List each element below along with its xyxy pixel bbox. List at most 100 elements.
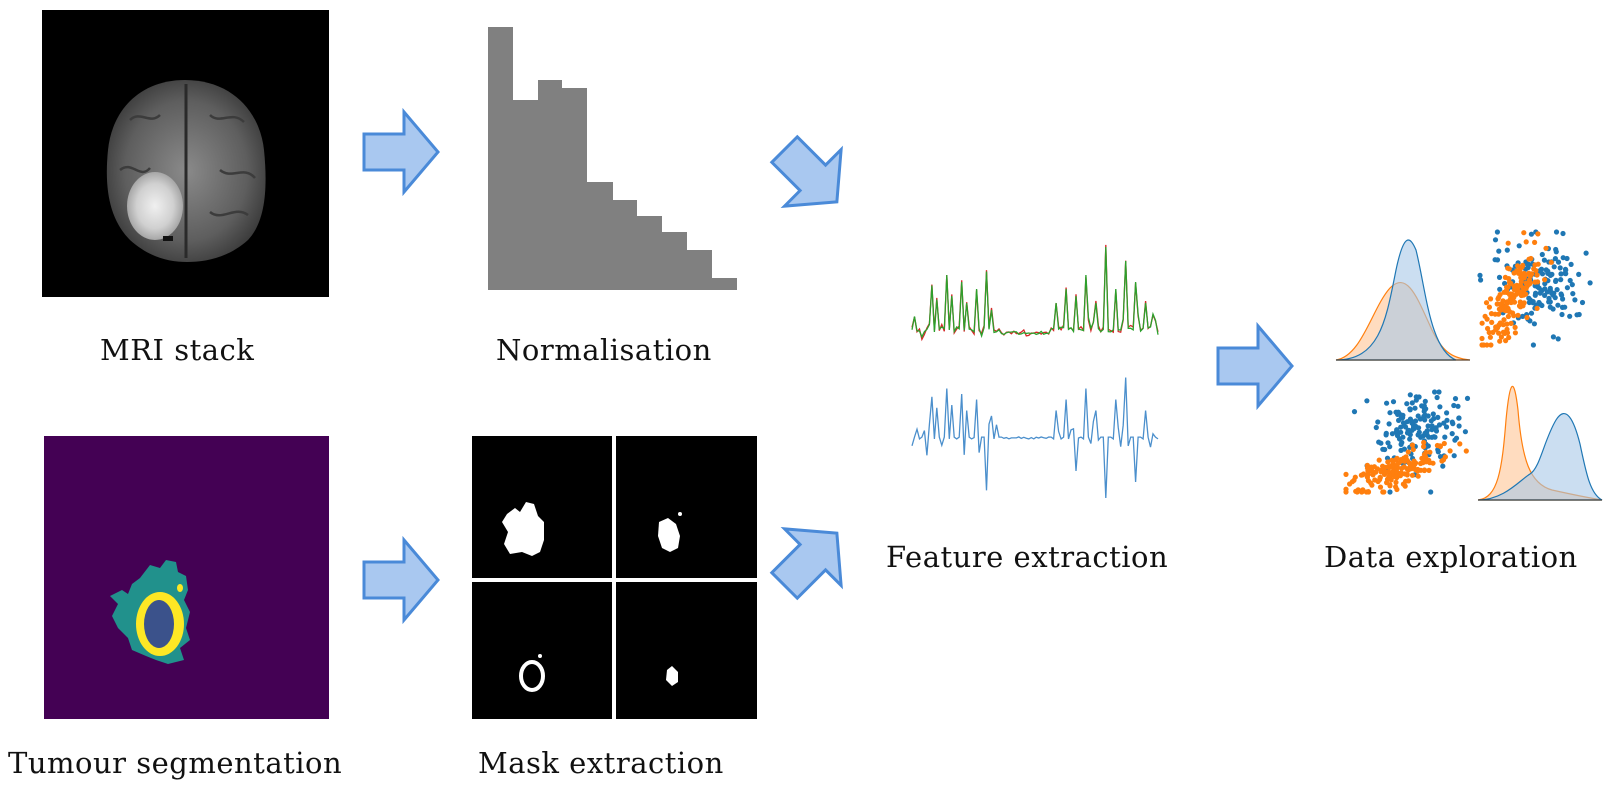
scatter-point-blue [1398,447,1404,453]
scatter-point-blue [1398,424,1404,430]
scatter-point-orange [1512,324,1518,330]
scatter-point-orange [1490,329,1496,335]
mask-whole-tumour [502,502,544,556]
scatter-point-orange [1486,329,1492,336]
scatter-point-blue [1429,423,1435,429]
scatter-point-orange [1409,442,1416,448]
scatter-point-blue [1436,389,1442,395]
scatter-point-blue [1394,433,1401,439]
scatter-point-orange [1386,465,1392,471]
scatter-point-orange [1408,466,1415,472]
scatter-point-orange [1393,484,1399,490]
scatter-point-orange [1437,443,1443,450]
scatter-point-orange [1420,460,1426,466]
scatter-point-blue [1557,265,1563,271]
scatter-point-orange [1405,449,1411,455]
scatter-point-blue [1432,389,1438,395]
scatter-point-orange [1498,334,1504,340]
scatter-point-blue [1494,257,1501,263]
scatter-point-blue [1433,428,1440,434]
scatter-point-orange [1404,471,1410,477]
scatter-point-orange [1505,313,1511,320]
scatter-point-blue [1407,436,1413,442]
scatter-point-orange [1496,306,1502,312]
normalisation-histogram [488,27,737,290]
scatter-point-blue [1398,415,1404,421]
scatter-point-blue [1560,230,1566,237]
scatter-point-blue [1552,256,1558,262]
scatter-point-orange [1508,299,1514,306]
scatter-point-blue [1442,434,1448,440]
scatter-point-orange [1511,313,1517,319]
scatter-point-orange [1497,320,1503,326]
arrow-segmentation-to-masks [362,535,440,625]
scatter-point-orange [1534,272,1540,278]
scatter-point-blue [1437,404,1443,410]
scatter-point-blue [1431,416,1437,422]
scatter-point-orange [1500,329,1506,335]
scatter-point-blue [1451,453,1457,459]
scatter-point-blue [1384,455,1391,461]
scatter-point-blue [1587,280,1593,286]
scatter-point-orange [1447,448,1453,454]
scatter-point-orange [1496,330,1502,336]
scatter-point-orange [1497,338,1503,344]
scatter-point-blue [1539,302,1545,309]
scatter-point-orange [1506,276,1512,282]
scatter-point-blue [1492,237,1499,243]
scatter-point-blue [1553,277,1559,283]
scatter-point-blue [1497,286,1503,292]
scatter-point-blue [1541,257,1547,263]
scatter-point-blue [1496,248,1502,254]
scatter-point-blue [1444,410,1450,416]
scatter-point-blue [1567,277,1573,284]
scatter-point-orange [1385,459,1391,465]
scatter-point-blue [1382,446,1388,453]
scatter-point-orange [1463,448,1469,454]
scatter-point-blue [1449,419,1455,425]
scatter-point-blue [1504,247,1510,253]
scatter-point-blue [1553,249,1559,255]
scatter-point-blue [1425,423,1431,429]
scatter-point-orange [1343,471,1349,477]
scatter-point-blue [1516,243,1522,249]
scatter-point-orange [1479,335,1485,342]
scatter-point-orange [1518,292,1524,299]
scatter-point-orange [1503,287,1510,293]
scatter-point-orange [1365,489,1372,495]
scatter-point-orange [1495,296,1501,302]
scatter-point-orange [1503,338,1509,344]
scatter-point-orange [1484,342,1490,348]
scatter-point-orange [1402,483,1408,489]
scatter-point-blue [1386,421,1392,427]
scatter-point-orange [1533,268,1539,274]
scatter-point-blue [1449,431,1455,437]
scatter-point-blue [1407,392,1413,398]
scatter-point-orange [1427,449,1433,455]
scatter-point-orange [1426,467,1432,473]
scatter-point-orange [1511,283,1517,289]
scatter-point-blue [1430,411,1436,417]
scatter-point-orange [1488,296,1494,302]
scatter-point-blue [1526,295,1532,301]
scatter-point-blue [1546,295,1552,301]
scatter-point-blue [1351,409,1358,415]
scatter-point-blue [1537,290,1543,296]
scatter-point-orange [1405,478,1412,484]
scatter-point-blue [1383,430,1389,436]
scatter-point-orange [1506,266,1512,272]
scatter-point-orange [1368,480,1374,486]
scatter-point-blue [1533,290,1539,296]
scatter-point-blue [1569,282,1575,288]
scatter-point-orange [1534,305,1540,311]
feature-signals [911,244,1159,499]
scatter-point-blue [1530,300,1536,306]
scatter-point-orange [1377,475,1383,481]
scatter-point-blue [1429,427,1435,433]
scatter-point-orange [1492,311,1498,317]
scatter-point-blue [1583,250,1589,256]
scatter-point-blue [1373,424,1379,431]
scatter-point-blue [1550,334,1556,340]
scatter-point-blue [1535,284,1541,290]
arrow-features-to-exploration [1216,321,1294,411]
